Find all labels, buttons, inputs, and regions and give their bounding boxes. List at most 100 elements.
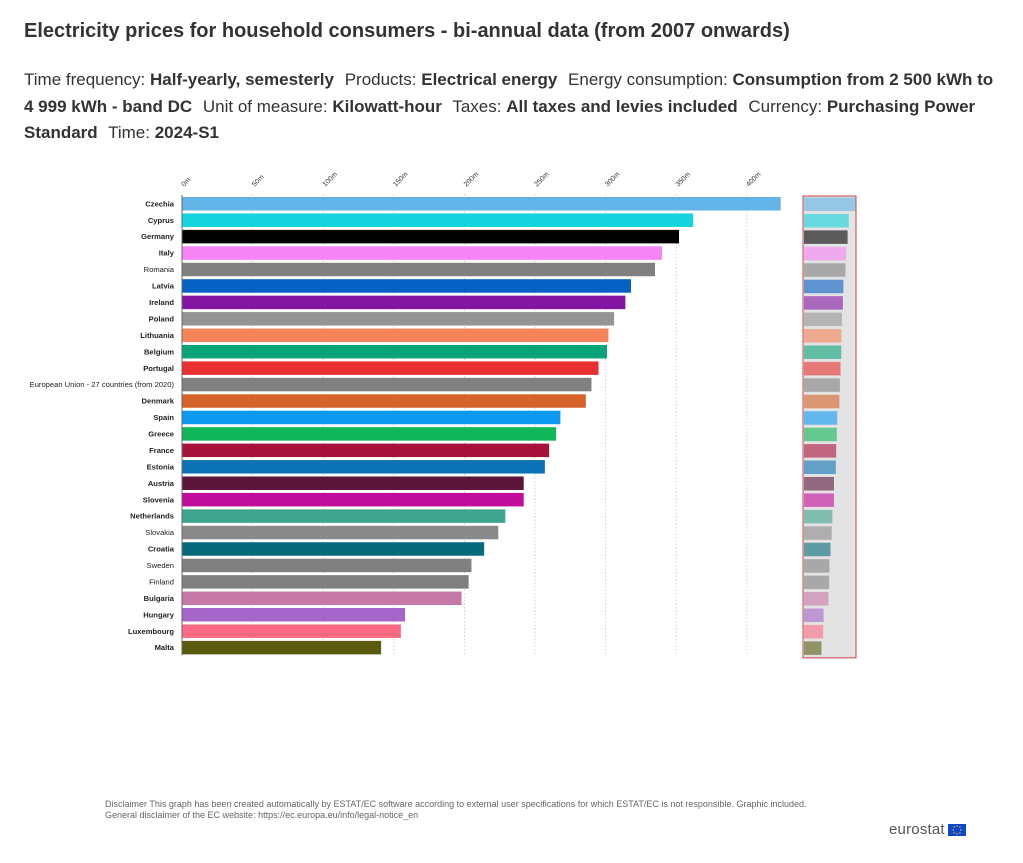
bar — [182, 262, 656, 277]
bar — [182, 624, 401, 638]
y-category-label: Croatia — [148, 545, 175, 554]
y-category-label: Portugal — [143, 364, 174, 373]
bar — [182, 197, 781, 211]
y-category-label: Finland — [149, 577, 174, 586]
x-tick-label: 50m — [251, 174, 266, 189]
minimap-bar — [804, 526, 832, 540]
bar — [182, 229, 680, 244]
bar — [182, 460, 545, 474]
minimap-bar — [804, 279, 844, 294]
y-category-label: Cyprus — [148, 216, 174, 225]
filter-value: All taxes and levies included — [506, 96, 738, 116]
minimap-bar — [804, 444, 837, 458]
minimap-bar — [804, 361, 841, 376]
minimap-bar — [804, 411, 838, 425]
bar — [182, 361, 599, 375]
x-tick-label: 300m — [604, 171, 621, 188]
bar — [182, 213, 694, 227]
filter-value: Electrical energy — [421, 70, 558, 89]
minimap-bar — [804, 608, 824, 622]
chart-filters: Time frequency: Half-yearly, semesterly … — [24, 67, 1004, 147]
y-category-label: Malta — [155, 643, 175, 652]
bar — [182, 344, 608, 359]
filter-label: Time frequency: — [24, 70, 146, 89]
filter-label: Unit of measure: — [202, 96, 328, 116]
bar — [182, 492, 524, 507]
filter-value: Consumption from 2 500 kWh to 4 999 kWh … — [24, 70, 994, 116]
minimap-bar — [804, 197, 857, 211]
filter-label: Currency: — [748, 96, 823, 116]
bar-chart: 0m 50m 100m 150m 200m 250m 300m 350m 400m Czechia… — [30, 171, 857, 659]
minimap-bar — [804, 542, 831, 557]
filter-label: Taxes: — [452, 96, 502, 116]
y-category-label: European Union - 27 countries (from 2020… — [30, 380, 175, 389]
disclaimer-line-2: General disclaimer of the EC website: ht… — [105, 810, 419, 820]
y-category-label: Luxembourg — [128, 627, 174, 636]
minimap-bar — [804, 213, 849, 228]
x-tick-label: 350m — [675, 171, 692, 188]
filter-label: Time: — [108, 123, 150, 142]
minimap-bar — [804, 509, 833, 524]
x-tick-label: 150m — [392, 171, 409, 188]
bar — [182, 640, 382, 655]
y-category-label: Austria — [148, 479, 175, 488]
minimap-bar — [804, 378, 840, 392]
y-category-label: Greece — [148, 430, 174, 439]
eu-flag-icon — [947, 823, 966, 836]
eurostat-logo[interactable]: eurostat — [889, 821, 966, 838]
x-tick-label: 0m — [180, 176, 192, 188]
y-category-label: Ireland — [149, 298, 174, 307]
filter-value: Half-yearly, semesterly — [149, 70, 334, 89]
minimap-bar — [804, 575, 830, 590]
minimap-bar — [804, 592, 829, 606]
bar — [182, 575, 469, 589]
minimap-bar — [804, 394, 840, 409]
minimap-bar — [804, 230, 848, 244]
y-category-label: Sweden — [147, 561, 174, 570]
x-tick-label: 200m — [463, 171, 480, 188]
minimap-bar — [804, 329, 842, 343]
bar — [182, 591, 462, 606]
y-category-label: Slovakia — [145, 528, 174, 537]
filter-value: Kilowatt-hour — [332, 96, 442, 116]
filter-time-frequency: Time frequency: Half-yearly, semesterly — [24, 70, 334, 89]
y-category-label: Slovenia — [143, 495, 175, 504]
x-tick-label: 100m — [322, 171, 339, 188]
minimap-bar — [804, 641, 822, 655]
y-category-label: France — [149, 446, 174, 455]
bar — [182, 377, 592, 392]
filter-taxes: Taxes: All taxes and levies included — [452, 97, 737, 116]
minimap-bar — [804, 296, 843, 310]
minimap-bar — [804, 476, 834, 491]
filter-energy-consumption: Energy consumption: Consumption from 2 5… — [24, 70, 993, 116]
minimap-bar — [804, 246, 847, 261]
y-category-label: Italy — [159, 249, 175, 258]
y-category-label: Romania — [144, 265, 175, 274]
y-category-label: Denmark — [142, 397, 175, 406]
brand-wordmark: eurostat — [889, 821, 945, 838]
minimap-bar — [804, 460, 836, 475]
x-tick-label: 250m — [533, 171, 550, 188]
y-category-label: Netherlands — [130, 512, 174, 521]
minimap-bar — [804, 427, 837, 442]
filter-value: 2024-S1 — [154, 123, 219, 142]
bar — [182, 295, 626, 310]
y-category-label: Belgium — [144, 347, 174, 356]
filter-time: Time: 2024-S1 — [108, 123, 219, 142]
bar — [182, 394, 586, 408]
disclaimer: Disclaimer This graph has been created a… — [105, 799, 806, 821]
bar — [182, 476, 524, 490]
bar — [182, 279, 632, 293]
y-category-label: Bulgaria — [144, 594, 175, 603]
minimap-bar — [804, 345, 842, 359]
filter-products: Products: Electrical energy — [345, 70, 558, 89]
bar — [182, 443, 550, 458]
minimap-bar — [804, 624, 824, 639]
chart-title: Electricity prices for household consume… — [24, 20, 790, 42]
disclaimer-line-1: Disclaimer This graph has been created a… — [105, 799, 807, 809]
bar — [182, 558, 472, 573]
y-category-label: Hungary — [143, 610, 175, 619]
filter-value: Purchasing Power Standard — [24, 96, 976, 143]
y-category-label: Latvia — [152, 282, 175, 291]
y-category-label: Czechia — [145, 199, 174, 208]
